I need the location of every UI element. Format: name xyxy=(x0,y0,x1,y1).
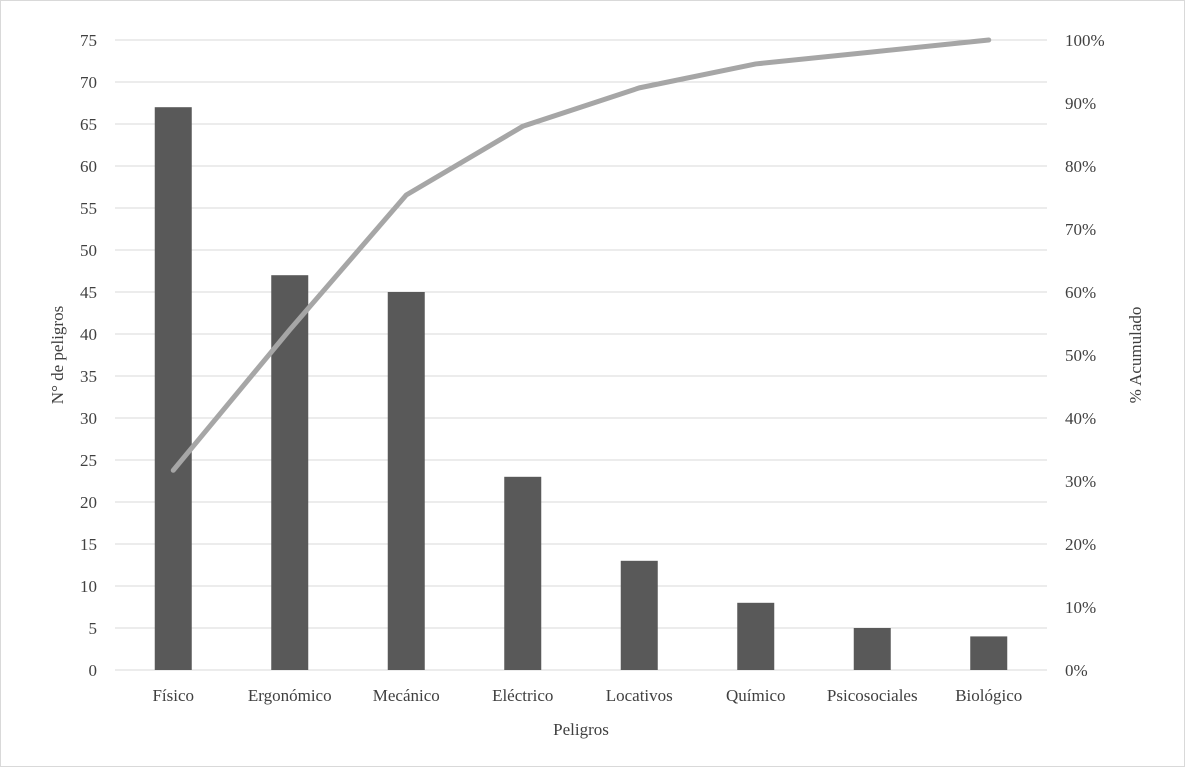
bar xyxy=(271,275,309,670)
bar xyxy=(504,476,542,670)
x-tick-label: Biológico xyxy=(955,686,1022,705)
y-tick-label: 50 xyxy=(80,241,97,260)
y-tick-label: 45 xyxy=(80,283,97,302)
bar xyxy=(620,560,658,670)
y2-tick-label: 40% xyxy=(1065,409,1096,428)
y2-tick-label: 70% xyxy=(1065,220,1096,239)
y-tick-label: 40 xyxy=(80,325,97,344)
x-tick-label: Eléctrico xyxy=(492,686,553,705)
y-tick-label: 60 xyxy=(80,157,97,176)
cumulative-line xyxy=(170,37,992,473)
y2-tick-label: 20% xyxy=(1065,535,1096,554)
bar xyxy=(970,636,1008,670)
y2-axis-title: % Acumulado xyxy=(1126,307,1145,404)
y-axis-ticks: 0 5 10 15 20 25 30 35 40 45 50 55 60 65 70 75 xyxy=(80,31,97,680)
cumulative-percent-line xyxy=(170,37,992,473)
gridlines xyxy=(115,39,1047,671)
y2-tick-label: 50% xyxy=(1065,346,1096,365)
y-tick-label: 25 xyxy=(80,451,97,470)
x-axis-title: Peligros xyxy=(553,720,609,739)
y-tick-label: 0 xyxy=(89,661,98,680)
y-tick-label: 30 xyxy=(80,409,97,428)
bars xyxy=(154,107,1008,670)
bar xyxy=(853,628,891,670)
y-tick-label: 65 xyxy=(80,115,97,134)
y-tick-label: 20 xyxy=(80,493,97,512)
x-tick-label: Mecánico xyxy=(373,686,440,705)
y-tick-label: 55 xyxy=(80,199,97,218)
y-tick-label: 10 xyxy=(80,577,97,596)
y2-tick-label: 30% xyxy=(1065,472,1096,491)
y2-tick-label: 100% xyxy=(1065,31,1105,50)
y-axis-title: N° de peligros xyxy=(48,306,67,404)
x-axis-ticks: Físico Ergonómico Mecánico Eléctrico Locativ… xyxy=(152,686,1022,705)
y-tick-label: 70 xyxy=(80,73,97,92)
x-tick-label: Psicosociales xyxy=(827,686,918,705)
y2-tick-label: 80% xyxy=(1065,157,1096,176)
x-tick-label: Químico xyxy=(726,686,786,705)
y-tick-label: 75 xyxy=(80,31,97,50)
y-tick-label: 5 xyxy=(89,619,98,638)
x-tick-label: Locativos xyxy=(606,686,673,705)
bar xyxy=(154,107,192,670)
y2-tick-label: 10% xyxy=(1065,598,1096,617)
y-tick-label: 35 xyxy=(80,367,97,386)
x-tick-label: Ergonómico xyxy=(248,686,332,705)
x-tick-label: Físico xyxy=(152,686,194,705)
bar xyxy=(737,602,775,670)
y2-axis-ticks: 0% 10% 20% 30% 40% 50% 60% 70% 80% 90% 100% xyxy=(1065,31,1105,680)
y2-tick-label: 60% xyxy=(1065,283,1096,302)
y2-tick-label: 90% xyxy=(1065,94,1096,113)
y2-tick-label: 0% xyxy=(1065,661,1088,680)
y-tick-label: 15 xyxy=(80,535,97,554)
bar xyxy=(387,292,425,670)
